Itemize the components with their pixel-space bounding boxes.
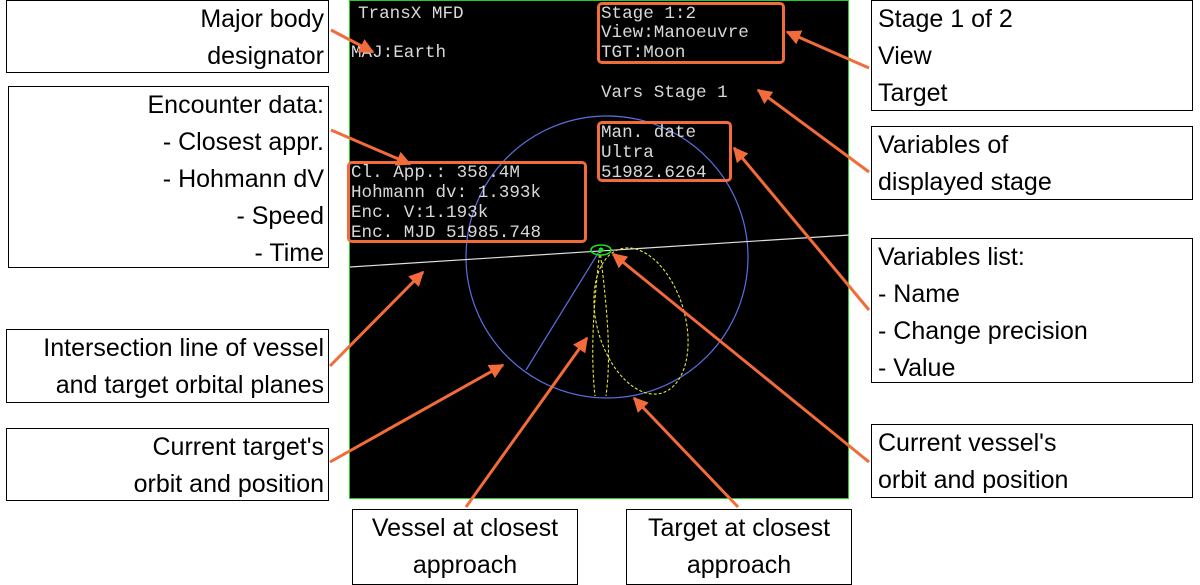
- arrow-encounter: [330, 128, 412, 166]
- vars-heading: Vars Stage 1: [601, 83, 728, 103]
- target-orbit: [465, 115, 749, 399]
- stage-indicator: Stage 1:2: [601, 4, 697, 24]
- stage-info-highlight: [597, 2, 785, 64]
- callout-line: Intersection line of vessel: [43, 334, 324, 362]
- callout-line: View: [878, 42, 932, 70]
- callout-line: Encounter data:: [147, 91, 324, 119]
- mfd-title: TransX MFD: [358, 4, 464, 24]
- encounter-speed-readout: Enc. V:1.193k: [351, 203, 489, 223]
- callout-target-closest: Target at closest approach: [626, 509, 852, 585]
- callout-vessel-orbit: Current vessel's orbit and position: [871, 424, 1193, 498]
- callout-line: displayed stage: [878, 168, 1052, 196]
- callout-stage-info: Stage 1 of 2 View Target: [871, 0, 1193, 111]
- variables-list-highlight: [597, 121, 732, 182]
- arrow-stage-info: [785, 30, 870, 70]
- view-indicator: View:Manoeuvre: [601, 23, 749, 43]
- callout-line: - Time: [254, 239, 324, 267]
- callout-line: orbit and position: [878, 466, 1069, 494]
- hohmann-dv-readout: Hohmann dv: 1.393k: [351, 183, 542, 203]
- callout-line: - Name: [878, 280, 960, 308]
- variable-precision: Ultra: [601, 143, 654, 163]
- callout-line: Target at closest: [647, 514, 831, 542]
- callout-line: orbit and position: [133, 470, 324, 498]
- vessel-orbit: [593, 247, 689, 395]
- callout-major-body: Major body designator: [6, 0, 329, 73]
- callout-line: - Change precision: [878, 317, 1088, 345]
- callout-line: Stage 1 of 2: [878, 5, 1013, 33]
- variable-name: Man. date: [601, 123, 697, 143]
- arrow-variables-list: [732, 146, 871, 311]
- callout-encounter-data: Encounter data: - Closest appr. - Hohman…: [8, 86, 329, 268]
- callout-line: Variables of: [878, 131, 1009, 159]
- callout-line: and target orbital planes: [55, 371, 324, 399]
- arrow-intersection: [328, 270, 425, 368]
- callout-line: approach: [412, 551, 518, 579]
- callout-intersection-line: Intersection line of vessel and target o…: [6, 329, 329, 403]
- arrow-vessel-closest: [464, 336, 589, 508]
- callout-variables-stage: Variables of displayed stage: [871, 126, 1193, 200]
- callout-line: Variables list:: [878, 243, 1025, 271]
- callout-variables-list: Variables list: - Name - Change precisio…: [871, 238, 1193, 383]
- arrow-variables-stage: [756, 88, 870, 174]
- callout-line: Vessel at closest: [371, 514, 559, 542]
- encounter-data-highlight: [347, 161, 587, 243]
- major-body-designator: MAJ:Earth: [351, 43, 447, 63]
- callout-line: approach: [686, 551, 792, 579]
- callout-line: Current target's: [152, 433, 324, 461]
- arrow-target-orbit: [329, 363, 505, 464]
- target-indicator: TGT:Moon: [601, 43, 686, 63]
- vessel-position-dot: [598, 247, 604, 253]
- callout-line: - Hohmann dV: [162, 165, 324, 193]
- callout-line: Current vessel's: [878, 429, 1057, 457]
- callout-line: Major body: [200, 5, 324, 33]
- callout-line: Target: [878, 79, 948, 107]
- target-position-line: [525, 249, 601, 371]
- callout-target-orbit: Current target's orbit and position: [6, 428, 329, 501]
- vessel-position-marker: [590, 244, 612, 256]
- orbit-display: [350, 115, 850, 399]
- mfd-screen: TransX MFD MAJ:Earth Stage 1:2 View:Mano…: [349, 0, 850, 499]
- closest-approach-readout: Cl. App.: 358.4M: [351, 163, 520, 183]
- vessel-transfer-path: [592, 249, 610, 397]
- callout-line: designator: [207, 42, 324, 70]
- callout-line: - Value: [878, 354, 956, 382]
- callout-line: - Closest appr.: [162, 128, 324, 156]
- callout-line: - Speed: [236, 202, 324, 230]
- arrow-major-body: [330, 28, 375, 54]
- encounter-time-readout: Enc. MJD 51985.748: [351, 223, 542, 243]
- callout-vessel-closest: Vessel at closest approach: [352, 509, 578, 585]
- variable-value: 51982.6264: [601, 163, 707, 183]
- arrow-vessel-orbit: [611, 252, 870, 464]
- arrow-target-closest: [632, 396, 740, 509]
